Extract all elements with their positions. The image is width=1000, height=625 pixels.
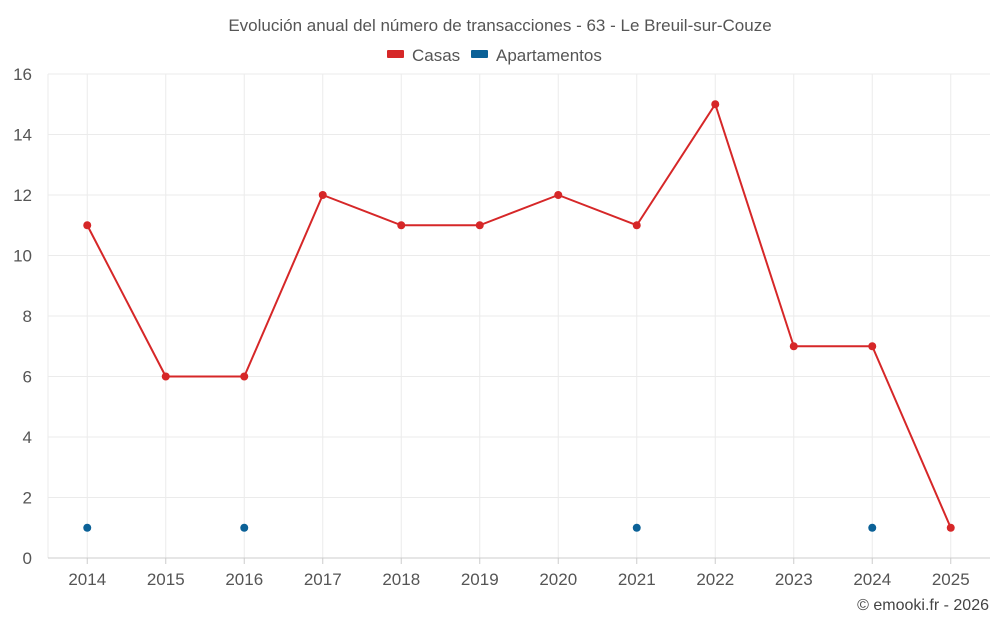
x-tick-label: 2020 <box>539 570 577 589</box>
data-point-apartamentos-2021[interactable]: Apartamentos 2021: 1 <box>632 523 641 532</box>
data-point-casas-2015[interactable]: Casas 2015: 6 <box>161 372 170 381</box>
y-tick-label: 4 <box>23 428 32 447</box>
gridlines <box>47 73 990 558</box>
y-axis: 0 2 4 6 8 10 12 14 16 <box>13 65 32 568</box>
data-point-casas-2023[interactable]: Casas 2023: 7 <box>789 342 798 351</box>
data-point-casas-2025[interactable]: Casas 2025: 1 <box>946 523 955 532</box>
data-point-casas-2022[interactable]: Casas 2022: 15 <box>711 100 720 109</box>
x-tick-label: 2022 <box>696 570 734 589</box>
chart-title: Evolución anual del número de transaccio… <box>228 16 771 35</box>
y-tick-label: 16 <box>13 65 32 84</box>
x-tick-label: 2016 <box>225 570 263 589</box>
y-tick-label: 6 <box>23 368 32 387</box>
legend-label-casas[interactable]: Casas <box>412 46 460 65</box>
x-axis: 2014 2015 2016 2017 2018 2019 2020 2021 2022 2023… <box>48 557 990 589</box>
data-point-casas-2018[interactable]: Casas 2018: 11 <box>397 221 406 230</box>
series-layer: Casas 2014: 11 Casas 2015: 6 Casas 2016: 6… <box>83 100 955 532</box>
data-point-casas-2019[interactable]: Casas 2019: 11 <box>475 221 484 230</box>
data-point-apartamentos-2014[interactable]: Apartamentos 2014: 1 <box>83 523 92 532</box>
x-tick-label: 2019 <box>461 570 499 589</box>
data-point-casas-2024[interactable]: Casas 2024: 7 <box>868 342 877 351</box>
x-tick-label: 2017 <box>304 570 342 589</box>
data-point-casas-2021[interactable]: Casas 2021: 11 <box>632 221 641 230</box>
credit-text: © emooki.fr - 2026 <box>857 597 989 614</box>
series-line-casas <box>86 103 952 529</box>
legend-swatch-casas <box>387 50 404 58</box>
y-tick-label: 0 <box>23 549 32 568</box>
x-tick-label: 2014 <box>68 570 106 589</box>
legend-label-apartamentos[interactable]: Apartamentos <box>496 46 602 65</box>
data-point-casas-2016[interactable]: Casas 2016: 6 <box>240 372 249 381</box>
x-tick-label: 2025 <box>932 570 970 589</box>
x-tick-label: 2015 <box>147 570 185 589</box>
data-point-casas-2014[interactable]: Casas 2014: 11 <box>83 221 92 230</box>
data-point-casas-2017[interactable]: Casas 2017: 12 <box>318 191 327 199</box>
y-tick-label: 2 <box>23 489 32 508</box>
x-tick-label: 2024 <box>853 570 891 589</box>
y-tick-label: 14 <box>13 126 32 145</box>
x-tick-label: 2021 <box>618 570 656 589</box>
y-tick-label: 12 <box>13 186 32 205</box>
x-tick-label: 2023 <box>775 570 813 589</box>
legend: Casas Apartamentos <box>387 46 602 65</box>
x-tick-label: 2018 <box>382 570 420 589</box>
legend-swatch-apartamentos <box>471 50 488 58</box>
y-tick-label: 8 <box>23 307 32 326</box>
data-point-apartamentos-2024[interactable]: Apartamentos 2024: 1 <box>868 523 877 532</box>
data-point-casas-2020[interactable]: Casas 2020: 12 <box>554 191 563 199</box>
y-tick-label: 10 <box>13 247 32 266</box>
data-point-apartamentos-2016[interactable]: Apartamentos 2016: 1 <box>240 523 249 532</box>
